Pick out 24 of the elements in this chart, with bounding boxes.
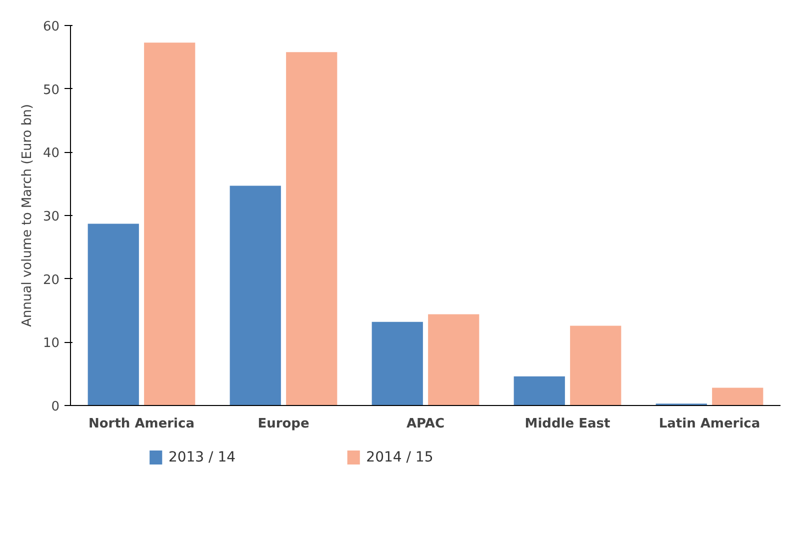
bar bbox=[88, 224, 139, 406]
bar bbox=[428, 314, 480, 406]
bar bbox=[514, 376, 565, 406]
y-tick-label: 50 bbox=[42, 82, 60, 98]
y-tick-label: 60 bbox=[42, 20, 60, 34]
x-tick-label: North America bbox=[88, 416, 195, 432]
legend-label: 2014 / 15 bbox=[366, 450, 434, 466]
legend-label: 2013 / 14 bbox=[168, 450, 236, 466]
y-axis-title: Annual volume to March (Euro bn) bbox=[20, 104, 35, 327]
y-tick-label: 20 bbox=[42, 272, 60, 288]
bar bbox=[570, 326, 622, 406]
y-tick-label: 40 bbox=[42, 146, 60, 162]
bar bbox=[712, 388, 764, 406]
bar bbox=[144, 42, 196, 406]
x-tick-label: APAC bbox=[406, 416, 444, 432]
bar bbox=[286, 52, 338, 406]
bar bbox=[372, 322, 423, 406]
y-tick-label: 10 bbox=[42, 336, 60, 352]
x-tick-label: Latin America bbox=[658, 416, 760, 432]
y-tick-label: 0 bbox=[51, 400, 60, 414]
x-tick-label: Europe bbox=[258, 416, 310, 432]
bar bbox=[230, 186, 281, 406]
y-tick-label: 30 bbox=[42, 210, 60, 224]
x-tick-label: Middle East bbox=[524, 416, 610, 432]
